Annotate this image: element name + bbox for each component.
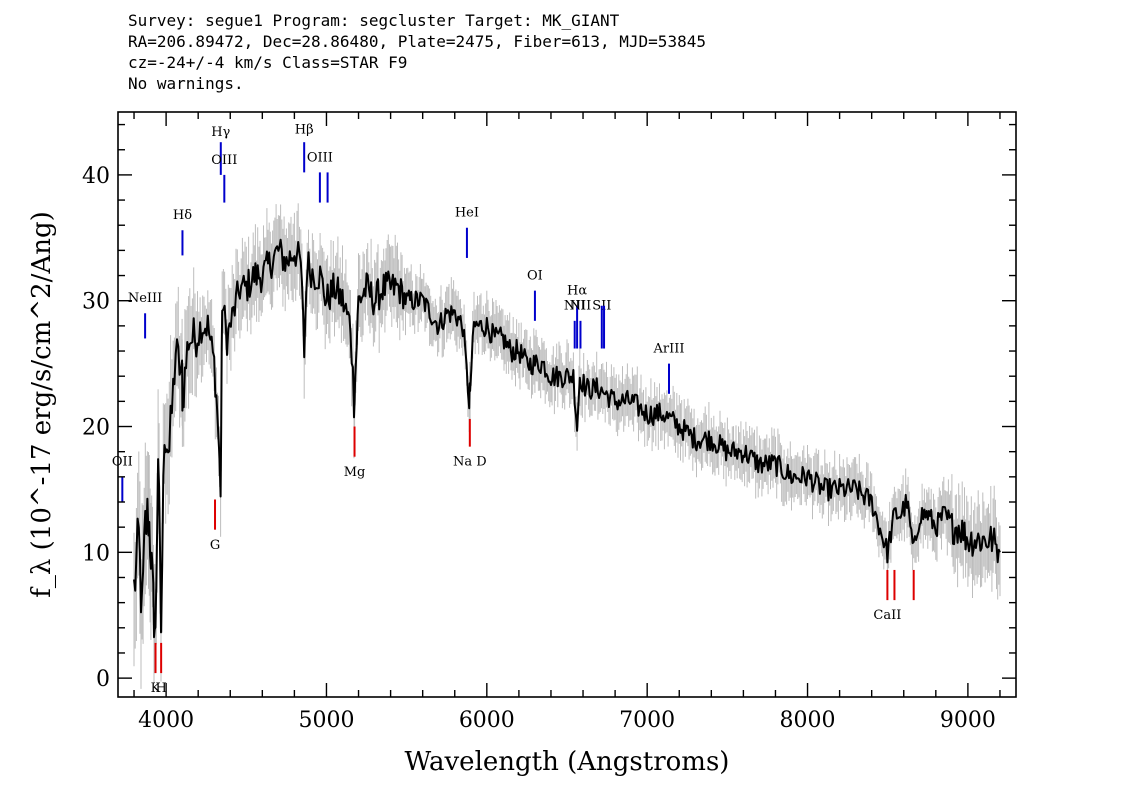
spectrum-line	[133, 238, 1001, 639]
emission-line-label: NII	[570, 299, 592, 314]
error-band-group	[133, 203, 1001, 689]
absorption-line-label: Na D	[453, 455, 487, 470]
x-tick-label: 6000	[459, 708, 515, 733]
header-warnings-line: No warnings.	[128, 74, 244, 93]
emission-line-label: Hβ	[295, 123, 314, 138]
emission-line-label: OI	[527, 269, 543, 284]
header-coordinates-line: RA=206.89472, Dec=28.86480, Plate=2475, …	[128, 32, 706, 51]
plot-frame	[117, 111, 1017, 698]
emission-line-label: SII	[592, 299, 611, 314]
absorption-line-label: Mg	[344, 465, 366, 480]
emission-line-label: OII	[112, 455, 133, 470]
absorption-line-label: K	[151, 681, 161, 696]
absorption-line-label: G	[210, 538, 220, 553]
x-tick-label: 9000	[940, 708, 996, 733]
emission-line-label: Hδ	[173, 208, 192, 223]
y-tick-label: 10	[82, 541, 110, 566]
y-axis-title: f_λ (10^-17 erg/s/cm^2/Ang)	[27, 211, 57, 597]
x-axis-title: Wavelength (Angstroms)	[405, 747, 730, 777]
emission-line-label: NII	[564, 299, 586, 314]
absorption-line-label: CaII	[873, 608, 901, 623]
x-tick-label: 5000	[298, 708, 354, 733]
absorption-line-label: H	[155, 681, 166, 696]
emission-line-label: Hα	[567, 284, 587, 299]
emission-line-label: OIII	[307, 150, 333, 165]
emission-line-label: HeI	[455, 206, 479, 221]
x-tick-label: 7000	[619, 708, 675, 733]
x-tick-label: 4000	[138, 708, 194, 733]
emission-line-label: Hγ	[211, 125, 230, 140]
x-axis-ticks: 4000 5000 6000 7000 8000 9000	[133, 112, 1001, 733]
header-survey-line: Survey: segue1 Program: segcluster Targe…	[128, 11, 620, 30]
y-axis-ticks: 0 10 20 30 40	[82, 123, 1016, 692]
emission-line-label: ArIII	[652, 342, 684, 357]
y-tick-label: 0	[96, 667, 110, 692]
x-tick-label: 8000	[780, 708, 836, 733]
spectrum-group	[133, 238, 1001, 639]
y-tick-label: 30	[82, 290, 110, 315]
y-tick-label: 40	[82, 164, 110, 189]
emission-line-label: NeIII	[128, 291, 162, 306]
y-tick-label: 20	[82, 416, 110, 441]
header-redshift-line: cz=-24+/-4 km/s Class=STAR F9	[128, 53, 408, 72]
emission-line-label: OIII	[211, 153, 237, 168]
spectrum-header: Survey: segue1 Program: segcluster Targe…	[128, 10, 706, 94]
